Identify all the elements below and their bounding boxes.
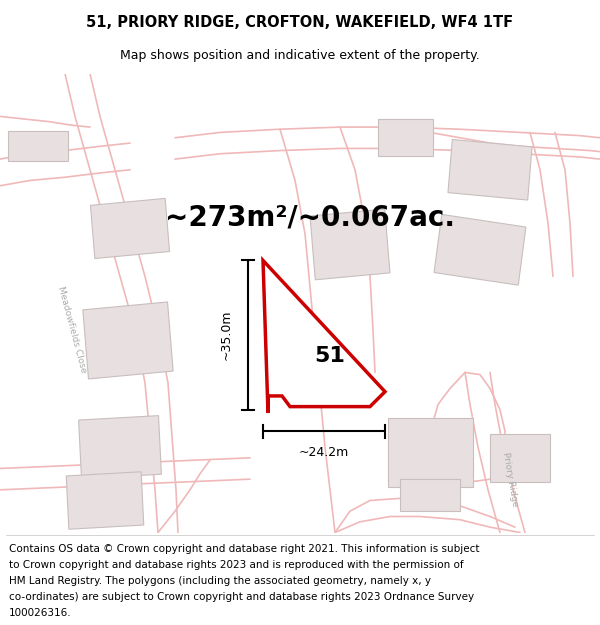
Polygon shape <box>388 418 473 487</box>
Polygon shape <box>310 209 390 280</box>
Text: Contains OS data © Crown copyright and database right 2021. This information is : Contains OS data © Crown copyright and d… <box>9 544 479 554</box>
Text: 100026316.: 100026316. <box>9 608 71 618</box>
Polygon shape <box>8 131 68 161</box>
Polygon shape <box>377 119 433 156</box>
Text: co-ordinates) are subject to Crown copyright and database rights 2023 Ordnance S: co-ordinates) are subject to Crown copyr… <box>9 592 474 602</box>
Text: 51: 51 <box>314 346 346 366</box>
Polygon shape <box>79 416 161 479</box>
Text: 51, PRIORY RIDGE, CROFTON, WAKEFIELD, WF4 1TF: 51, PRIORY RIDGE, CROFTON, WAKEFIELD, WF… <box>86 14 514 29</box>
Text: ~24.2m: ~24.2m <box>299 446 349 459</box>
Polygon shape <box>263 261 385 413</box>
Polygon shape <box>434 214 526 285</box>
Polygon shape <box>83 302 173 379</box>
Polygon shape <box>400 479 460 511</box>
Text: Meadowfields Close: Meadowfields Close <box>56 286 88 374</box>
Polygon shape <box>91 198 170 259</box>
Text: ~35.0m: ~35.0m <box>220 310 233 361</box>
Text: Map shows position and indicative extent of the property.: Map shows position and indicative extent… <box>120 49 480 62</box>
Polygon shape <box>448 139 532 200</box>
Polygon shape <box>66 472 144 529</box>
Text: to Crown copyright and database rights 2023 and is reproduced with the permissio: to Crown copyright and database rights 2… <box>9 560 464 570</box>
Polygon shape <box>490 434 550 482</box>
Text: Priory Ridge: Priory Ridge <box>501 451 519 507</box>
Text: HM Land Registry. The polygons (including the associated geometry, namely x, y: HM Land Registry. The polygons (includin… <box>9 576 431 586</box>
Text: ~273m²/~0.067ac.: ~273m²/~0.067ac. <box>165 204 455 232</box>
